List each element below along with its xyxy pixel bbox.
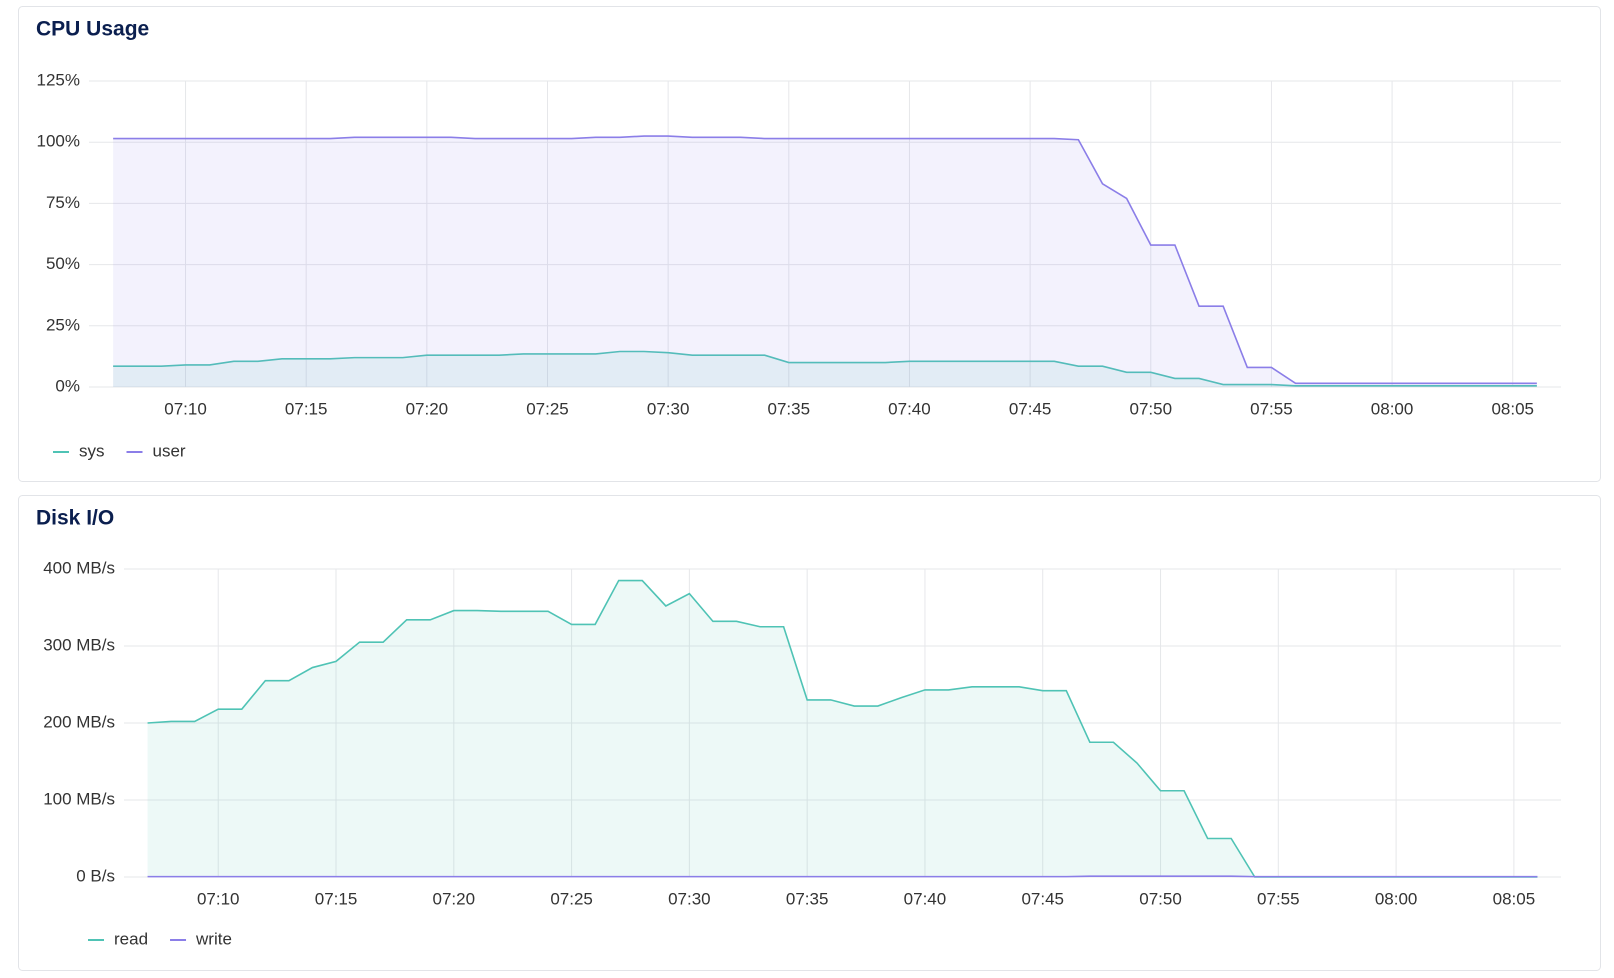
x-tick-label: 08:00 — [1375, 889, 1418, 908]
panel — [18, 495, 1601, 971]
x-tick-label: 08:05 — [1491, 399, 1534, 418]
x-tick-label: 07:25 — [550, 889, 593, 908]
x-tick-label: 07:20 — [406, 399, 449, 418]
legend-label: write — [195, 929, 232, 948]
x-tick-label: 07:15 — [315, 889, 358, 908]
y-tick-label: 0 B/s — [76, 866, 115, 885]
x-tick-label: 07:25 — [526, 399, 569, 418]
x-tick-label: 07:50 — [1139, 889, 1182, 908]
x-tick-label: 07:30 — [647, 399, 690, 418]
x-tick-label: 07:40 — [904, 889, 947, 908]
y-tick-label: 200 MB/s — [43, 712, 115, 731]
area — [113, 351, 1537, 387]
x-tick-label: 07:35 — [768, 399, 811, 418]
y-tick-label: 100% — [37, 132, 80, 151]
panel — [18, 6, 1601, 482]
x-tick-label: 07:45 — [1021, 889, 1064, 908]
area — [113, 136, 1537, 387]
x-tick-label: 07:20 — [433, 889, 476, 908]
y-tick-label: 400 MB/s — [43, 558, 115, 577]
x-tick-label: 07:55 — [1250, 399, 1293, 418]
legend-label: sys — [79, 441, 105, 460]
y-tick-label: 300 MB/s — [43, 635, 115, 654]
series-line — [113, 135, 1537, 385]
legend-label: user — [153, 441, 186, 460]
y-tick-label: 75% — [46, 193, 80, 212]
y-tick-label: 50% — [46, 254, 80, 273]
x-tick-label: 07:40 — [888, 399, 931, 418]
x-tick-label: 07:45 — [1009, 399, 1052, 418]
x-tick-label: 07:30 — [668, 889, 711, 908]
y-tick-label: 100 MB/s — [43, 789, 115, 808]
panel-title: Disk I/O — [36, 507, 114, 530]
panel-title: CPU Usage — [36, 18, 149, 41]
x-tick-label: 08:05 — [1493, 889, 1536, 908]
x-tick-label: 07:10 — [197, 889, 240, 908]
x-tick-label: 07:35 — [786, 889, 829, 908]
x-tick-label: 08:00 — [1371, 399, 1414, 418]
x-tick-label: 07:55 — [1257, 889, 1300, 908]
y-tick-label: 0% — [55, 376, 80, 395]
y-tick-label: 25% — [46, 315, 80, 334]
x-tick-label: 07:10 — [164, 399, 207, 418]
x-tick-label: 07:50 — [1129, 399, 1172, 418]
y-tick-label: 125% — [37, 70, 80, 89]
legend-label: read — [114, 929, 148, 948]
x-tick-label: 07:15 — [285, 399, 328, 418]
series-line — [113, 350, 1537, 387]
